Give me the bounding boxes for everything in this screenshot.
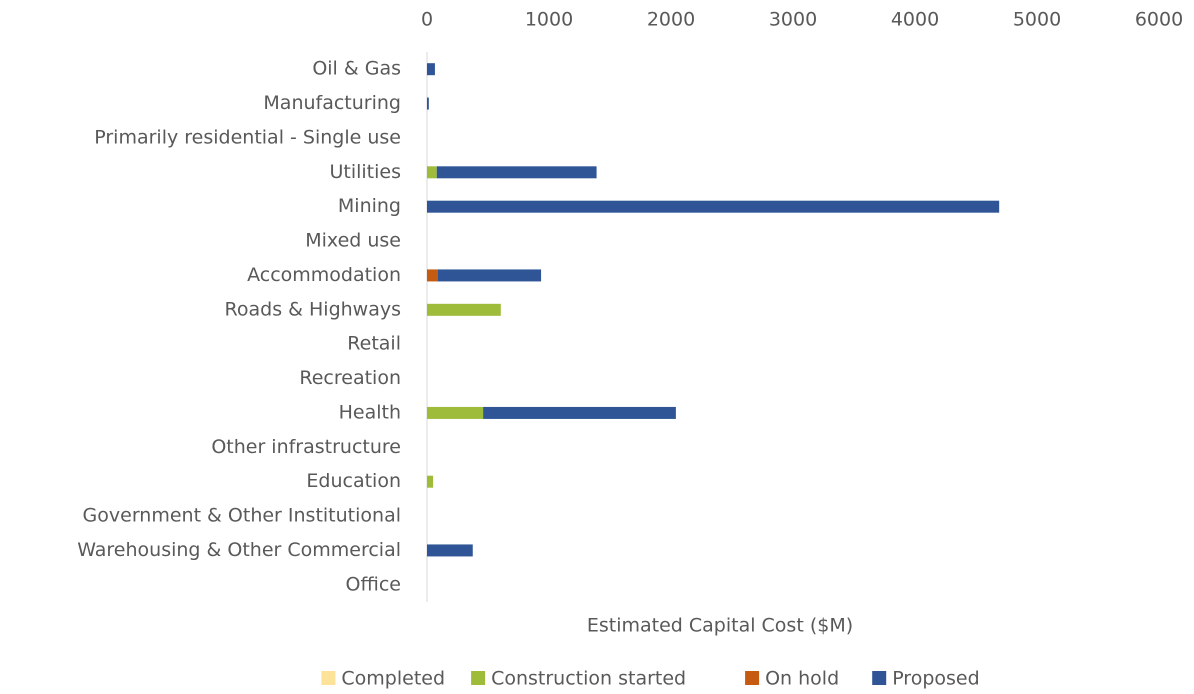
- x-tick-label: 5000: [1013, 9, 1061, 31]
- legend-swatch: [872, 671, 887, 685]
- legend-label: On hold: [765, 668, 839, 690]
- x-axis-label: Estimated Capital Cost ($M): [587, 615, 853, 637]
- bar-segment: [427, 166, 437, 179]
- bar-segment: [483, 406, 676, 419]
- y-tick-label: Recreation: [299, 367, 401, 389]
- bar-segment: [427, 200, 1000, 213]
- x-tick-label: 4000: [891, 9, 939, 31]
- bar-segment: [427, 63, 435, 76]
- y-tick-label: Oil & Gas: [312, 58, 401, 80]
- y-tick-label: Primarily residential - Single use: [94, 126, 401, 148]
- y-tick-label: Mining: [338, 195, 401, 217]
- bar-segment: [427, 544, 473, 557]
- y-tick-label: Roads & Highways: [225, 298, 401, 320]
- y-tick-label: Government & Other Institutional: [83, 505, 401, 527]
- bar-segment: [427, 475, 434, 488]
- legend-swatch: [321, 671, 336, 685]
- bar-segment: [427, 97, 429, 110]
- legend-label: Completed: [341, 668, 445, 690]
- bar-segment: [427, 269, 438, 282]
- legend-swatch: [471, 671, 486, 685]
- y-tick-label: Warehousing & Other Commercial: [77, 539, 401, 561]
- legend-label: Construction started: [491, 668, 686, 690]
- x-tick-label: 6000: [1135, 9, 1183, 31]
- y-tick-label: Mixed use: [305, 230, 401, 252]
- legend-label: Proposed: [892, 668, 979, 690]
- bar-segment: [427, 406, 484, 419]
- x-tick-label: 0: [421, 9, 433, 31]
- bar-segment: [427, 303, 501, 316]
- x-tick-label: 1000: [525, 9, 573, 31]
- y-tick-label: Utilities: [329, 161, 401, 183]
- bar-segment: [436, 166, 597, 179]
- y-tick-label: Health: [339, 401, 401, 423]
- x-tick-label: 2000: [647, 9, 695, 31]
- bar-segment: [437, 269, 542, 282]
- y-tick-label: Manufacturing: [263, 92, 401, 114]
- legend-swatch: [745, 671, 760, 685]
- y-tick-label: Education: [306, 470, 401, 492]
- x-tick-label: 3000: [769, 9, 817, 31]
- y-tick-label: Other infrastructure: [211, 436, 401, 458]
- y-tick-label: Accommodation: [247, 264, 401, 286]
- y-tick-label: Retail: [347, 333, 401, 355]
- y-tick-label: Office: [346, 573, 401, 595]
